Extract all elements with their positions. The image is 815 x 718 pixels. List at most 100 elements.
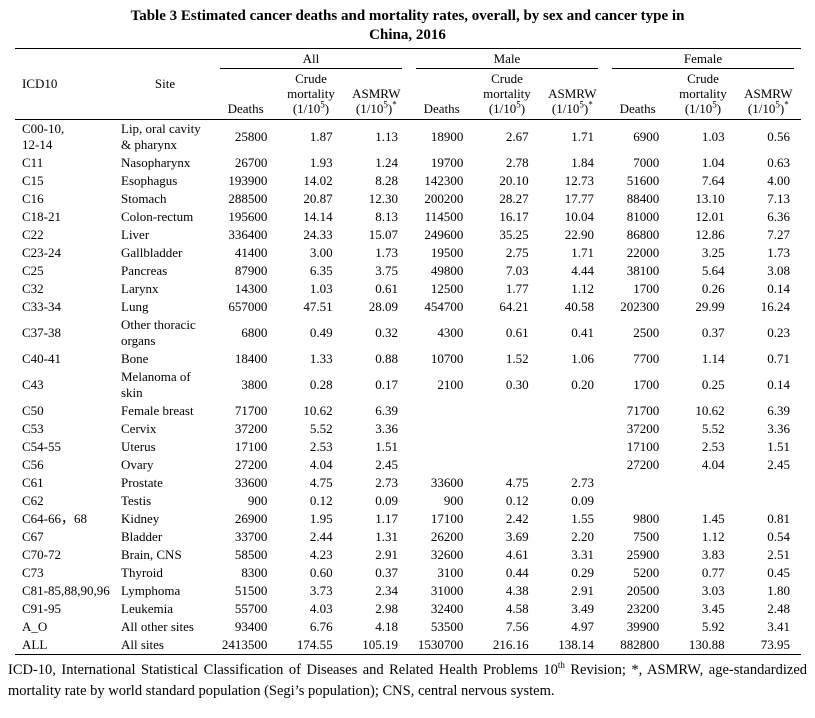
- rate-unit-exponent: 5: [320, 99, 325, 110]
- cell-site: Nasopharynx: [121, 155, 191, 170]
- cell-site: Lung: [121, 299, 149, 314]
- cell-all-deaths: 26900: [234, 511, 268, 526]
- cell-all-deaths: 87900: [234, 263, 268, 278]
- cell-all-deaths: 58500: [234, 547, 268, 562]
- cell-icd10: C50: [22, 403, 44, 418]
- cell-male-asmrw: 0.41: [571, 325, 594, 340]
- cell-female-deaths: 9800: [633, 511, 660, 526]
- cell-female-asmrw: 73.95: [760, 637, 790, 652]
- cell-male-crude-mortality: 7.56: [505, 619, 529, 634]
- col-header-deaths-female: Deaths: [619, 101, 656, 116]
- cell-male-asmrw: 3.49: [571, 601, 594, 616]
- cell-female-crude-mortality: 2.53: [701, 439, 725, 454]
- cell-female-crude-mortality: 3.03: [701, 583, 725, 598]
- cell-all-crude-mortality: 6.76: [309, 619, 333, 634]
- col-header-deaths-all: Deaths: [227, 101, 264, 116]
- cell-all-asmrw: 1.73: [375, 245, 398, 260]
- group-header-female: Female: [605, 49, 801, 69]
- table-row: ALL All sites 2413500 174.55 105.19 1530…: [15, 636, 801, 655]
- cell-male-crude-mortality: [474, 456, 539, 474]
- cell-all-deaths: 93400: [234, 619, 268, 634]
- header-row-subcolumns: Deaths Crude mortality (1/10 5) ASMRW (1/…: [15, 69, 801, 120]
- cell-male-deaths: 19700: [430, 155, 464, 170]
- cell-all-deaths: 26700: [234, 155, 268, 170]
- cell-female-deaths: [605, 474, 670, 492]
- cell-male-crude-mortality: 1.77: [505, 281, 529, 296]
- cell-icd10: C56: [22, 457, 44, 472]
- cell-all-asmrw: 0.37: [375, 565, 398, 580]
- crude-label-line1: Crude: [687, 71, 719, 86]
- cell-female-crude-mortality: [670, 474, 735, 492]
- cell-male-asmrw: [540, 438, 605, 456]
- cell-icd10: C22: [22, 227, 44, 242]
- cell-icd10: C64-66，68: [22, 511, 88, 526]
- cell-icd10: C37-38: [22, 325, 61, 340]
- asmrw-label: ASMRW: [744, 86, 793, 101]
- col-header-site: Site: [154, 76, 176, 91]
- cell-male-crude-mortality: 3.69: [505, 529, 529, 544]
- cell-female-asmrw: 0.54: [767, 529, 790, 544]
- cell-male-asmrw: 2.20: [571, 529, 594, 544]
- table-title-line2: China, 2016: [369, 27, 446, 43]
- rate-unit-base: (1/10: [684, 101, 713, 116]
- cell-icd10: C91-95: [22, 601, 61, 616]
- cell-male-deaths: 10700: [430, 351, 464, 366]
- table-header: ICD10 Site All Male Female Deaths Crude …: [15, 49, 801, 120]
- cell-site: Cervix: [121, 421, 157, 436]
- cell-female-deaths: 37200: [626, 421, 660, 436]
- footnote-part1: ICD-10, International Statistical Classi…: [8, 662, 558, 678]
- cell-icd10: C11: [22, 155, 44, 170]
- cell-male-asmrw: 10.04: [564, 209, 594, 224]
- cell-all-asmrw: 105.19: [362, 637, 398, 652]
- table-row: C00-10, 12-14 Lip, oral cavity & pharynx…: [15, 120, 801, 155]
- cell-female-crude-mortality: 5.52: [701, 421, 725, 436]
- cell-female-asmrw: [736, 492, 801, 510]
- table-row: C43 Melanoma of skin 3800 0.28 0.17 2100…: [15, 368, 801, 402]
- rate-unit-close: ): [716, 101, 722, 116]
- cell-all-asmrw: 8.13: [375, 209, 398, 224]
- cell-female-crude-mortality: 13.10: [695, 191, 725, 206]
- cell-male-deaths: [409, 402, 474, 420]
- cell-male-asmrw: 0.29: [571, 565, 594, 580]
- cell-male-asmrw: 138.14: [558, 637, 594, 652]
- cell-all-asmrw: 28.09: [368, 299, 398, 314]
- cell-female-crude-mortality: 4.04: [701, 457, 725, 472]
- cell-female-crude-mortality: 3.45: [701, 601, 725, 616]
- col-header-asmrw-female: ASMRW (1/105)*: [736, 69, 801, 120]
- cell-all-crude-mortality: 1.03: [309, 281, 333, 296]
- cell-male-deaths: 31000: [430, 583, 464, 598]
- cell-female-crude-mortality: 0.77: [701, 565, 725, 580]
- cell-all-asmrw: 3.36: [375, 421, 398, 436]
- crude-label-line1: Crude: [295, 71, 327, 86]
- table-row: C54-55 Uterus 17100 2.53 1.51 17100 2.53…: [15, 438, 801, 456]
- cell-all-crude-mortality: 3.73: [309, 583, 333, 598]
- table-row: C33-34 Lung 657000 47.51 28.09 454700 64…: [15, 298, 801, 316]
- cell-female-crude-mortality: 1.04: [701, 155, 725, 170]
- cell-all-crude-mortality: 24.33: [303, 227, 333, 242]
- cell-all-crude-mortality: 3.00: [309, 245, 333, 260]
- cell-site: Pancreas: [121, 263, 168, 278]
- cell-male-deaths: 33600: [430, 475, 464, 490]
- cell-male-crude-mortality: 0.61: [505, 325, 529, 340]
- cell-icd10: C23-24: [22, 245, 61, 260]
- cell-all-crude-mortality: 20.87: [303, 191, 333, 206]
- cell-site: Testis: [121, 493, 152, 508]
- cell-female-deaths: 17100: [626, 439, 660, 454]
- cell-site: Bone: [121, 351, 149, 366]
- cell-male-deaths: 12500: [430, 281, 464, 296]
- cell-male-asmrw: 2.91: [571, 583, 594, 598]
- cell-female-deaths: 51600: [626, 173, 660, 188]
- crude-label-line2: mortality: [287, 86, 335, 101]
- cell-male-asmrw: 1.55: [571, 511, 594, 526]
- cell-site: Thyroid: [121, 565, 163, 580]
- cell-female-deaths: 1700: [633, 281, 660, 296]
- asmrw-asterisk: *: [784, 99, 789, 110]
- cell-all-asmrw: 0.32: [375, 325, 398, 340]
- cell-site: Stomach: [121, 191, 167, 206]
- cell-all-asmrw: 1.24: [375, 155, 398, 170]
- cell-male-deaths: [409, 420, 474, 438]
- cell-male-deaths: 200200: [424, 191, 464, 206]
- cell-male-deaths: 49800: [430, 263, 464, 278]
- cell-male-crude-mortality: 2.42: [505, 511, 529, 526]
- rate-unit-base: (1/10: [747, 101, 776, 116]
